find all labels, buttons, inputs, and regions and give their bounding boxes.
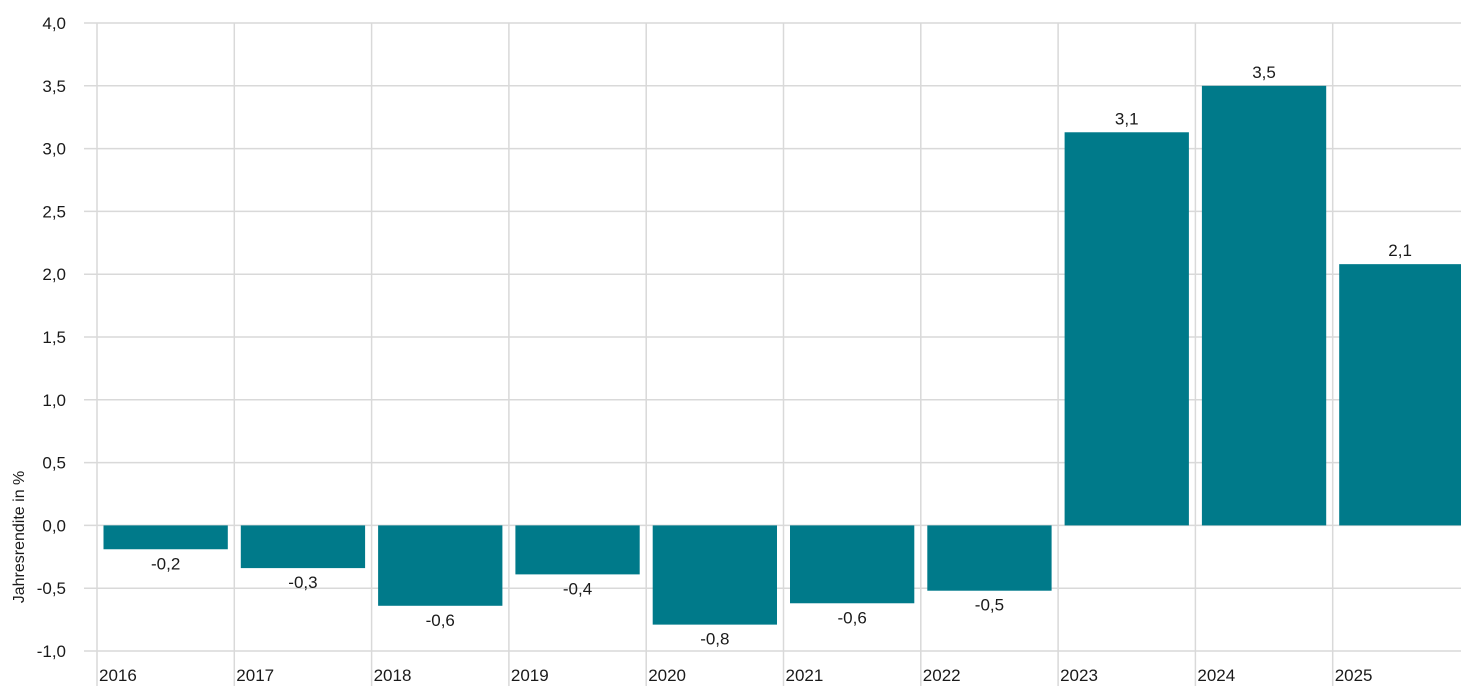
y-tick-label: 0,5 bbox=[42, 454, 66, 473]
x-tick-label: 2018 bbox=[374, 666, 412, 685]
bar-2021 bbox=[790, 525, 915, 604]
y-tick-label: 4,0 bbox=[42, 14, 66, 33]
y-tick-label: 2,0 bbox=[42, 265, 66, 284]
bars bbox=[103, 85, 1461, 625]
bar-2019 bbox=[515, 525, 640, 575]
y-tick-label: -0,5 bbox=[37, 579, 66, 598]
data-label: -0,6 bbox=[838, 608, 867, 627]
data-label: -0,4 bbox=[563, 579, 592, 598]
x-tick-label: 2017 bbox=[236, 666, 274, 685]
x-tick-label: 2022 bbox=[923, 666, 961, 685]
bar-2017 bbox=[240, 525, 366, 569]
x-tick-label: 2021 bbox=[786, 666, 824, 685]
x-tick-label: 2020 bbox=[648, 666, 686, 685]
y-tick-label: 0,0 bbox=[42, 516, 66, 535]
y-tick-labels: -1,0 -0,5 0,0 0,5 1,0 1,5 2,0 2,5 3,0 3,5 4,0 bbox=[37, 14, 66, 661]
y-tick-label: 1,5 bbox=[42, 328, 66, 347]
data-label: -0,3 bbox=[288, 573, 317, 592]
data-labels: -0,2 -0,3 -0,6 -0,4 -0,8 -0,6 -0,5 3,1 3,5 2,1 bbox=[151, 63, 1412, 649]
x-tick-label: 2025 bbox=[1335, 666, 1373, 685]
y-tick-label: -1,0 bbox=[37, 642, 66, 661]
data-label: -0,8 bbox=[700, 630, 729, 649]
bar-2023 bbox=[1064, 132, 1189, 526]
bar-2025 bbox=[1339, 264, 1461, 526]
grid-lines bbox=[84, 22, 1461, 686]
x-tick-label: 2024 bbox=[1197, 666, 1235, 685]
data-label: -0,5 bbox=[975, 596, 1004, 615]
y-tick-label: 3,5 bbox=[42, 77, 66, 96]
y-tick-label: 3,0 bbox=[42, 140, 66, 159]
bar-2022 bbox=[927, 525, 1052, 591]
data-label: -0,2 bbox=[151, 554, 180, 573]
data-label: 3,1 bbox=[1115, 109, 1139, 128]
bar-2024 bbox=[1201, 85, 1327, 526]
x-tick-label: 2019 bbox=[511, 666, 549, 685]
x-tick-label: 2023 bbox=[1060, 666, 1098, 685]
bar-2020 bbox=[652, 525, 777, 625]
bar-2016 bbox=[103, 525, 228, 550]
x-tick-labels: 2016 2017 2018 2019 2020 2021 2022 2023 2024 2025 bbox=[99, 666, 1373, 685]
y-tick-label: 2,5 bbox=[42, 202, 66, 221]
x-tick-label: 2016 bbox=[99, 666, 137, 685]
y-tick-label: 1,0 bbox=[42, 391, 66, 410]
y-axis-title: Jahresrendite in % bbox=[11, 471, 28, 604]
data-label: 3,5 bbox=[1252, 63, 1276, 82]
bar-2018 bbox=[378, 525, 503, 606]
data-label: 2,1 bbox=[1388, 241, 1412, 260]
data-label: -0,6 bbox=[426, 611, 455, 630]
